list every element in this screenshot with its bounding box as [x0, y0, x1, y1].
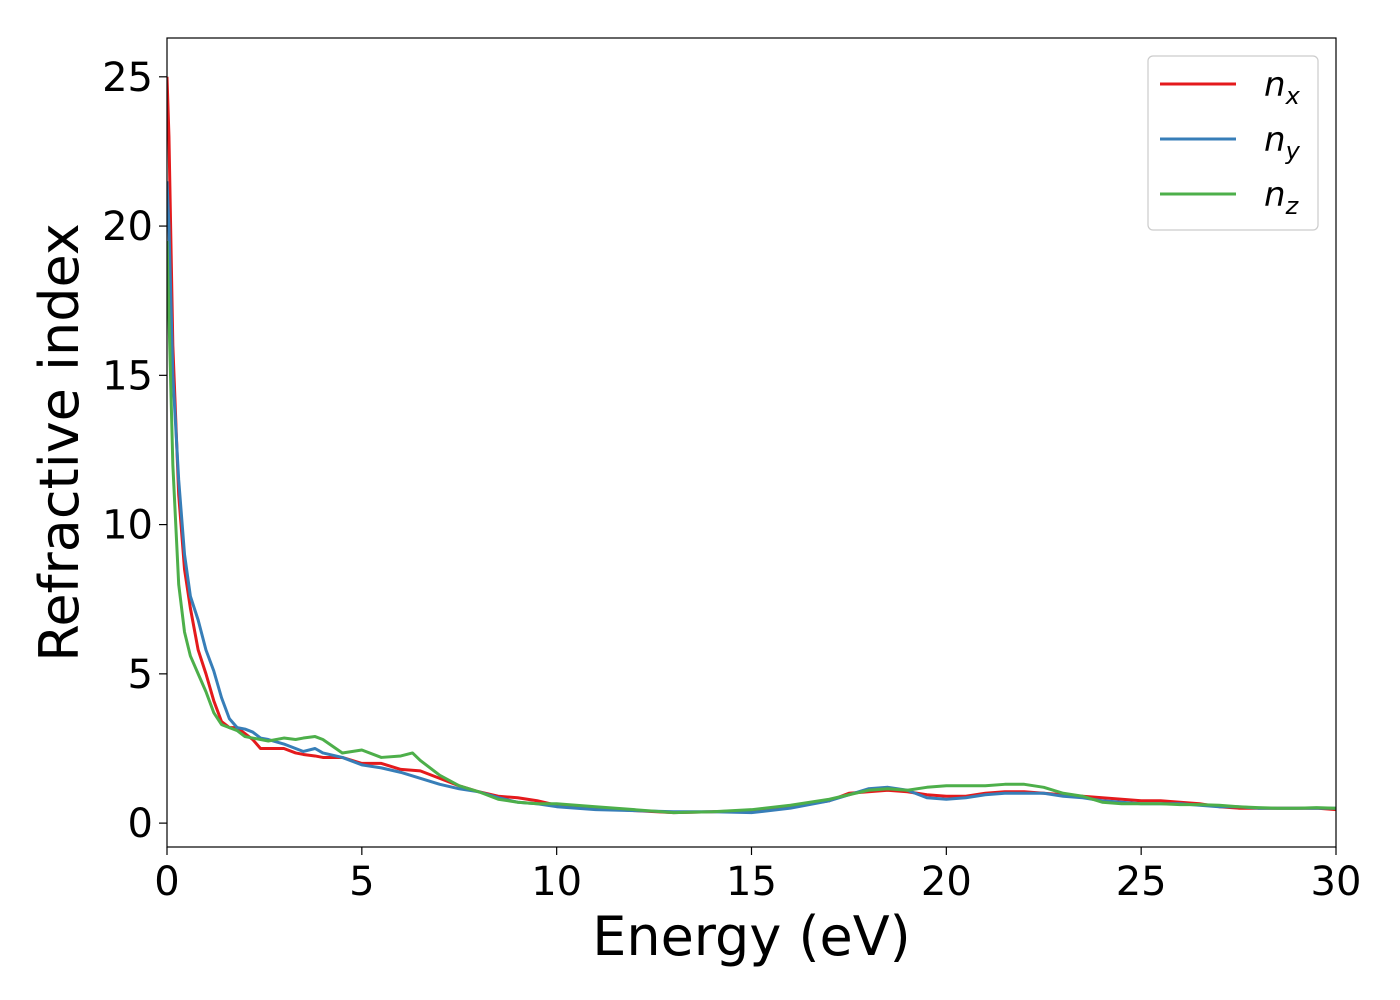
y-axis-title: Refractive index	[28, 223, 91, 662]
series-line-y	[167, 181, 1336, 815]
y-axis: 0 5 10 15 20 25	[102, 55, 167, 847]
y-tick-label: 5	[128, 652, 153, 698]
legend-label-y: ny	[1264, 120, 1301, 165]
y-tick-label: 20	[102, 204, 153, 250]
series-line-z	[167, 240, 1336, 815]
legend-label-z: nz	[1264, 175, 1300, 220]
legend-label-main: n	[1264, 175, 1286, 215]
y-tick-label: 25	[102, 55, 153, 101]
x-tick-label: 20	[921, 859, 972, 905]
x-tick-label: 25	[1116, 859, 1167, 905]
x-tick-label: 30	[1311, 859, 1362, 905]
series-lines	[167, 76, 1336, 815]
x-tick-label: 0	[154, 859, 179, 905]
x-tick-label: 10	[531, 859, 582, 905]
y-tick-label: 0	[128, 801, 153, 847]
x-tick-label: 5	[349, 859, 374, 905]
legend-label-subscript: z	[1285, 192, 1300, 220]
legend-label-subscript: y	[1285, 137, 1301, 165]
x-axis-title: Energy (eV)	[592, 905, 911, 968]
legend-label-main: n	[1264, 120, 1286, 160]
x-axis: 0 5 10 15 20 25 30	[154, 847, 1361, 905]
legend-label-main: n	[1264, 65, 1286, 105]
legend-box	[1147, 55, 1319, 231]
y-tick-label: 15	[102, 353, 153, 399]
x-tick-label: 15	[726, 859, 777, 905]
y-tick-label: 10	[102, 503, 153, 549]
legend-label-x: nx	[1264, 65, 1301, 110]
legend-label-subscript: x	[1285, 82, 1301, 110]
